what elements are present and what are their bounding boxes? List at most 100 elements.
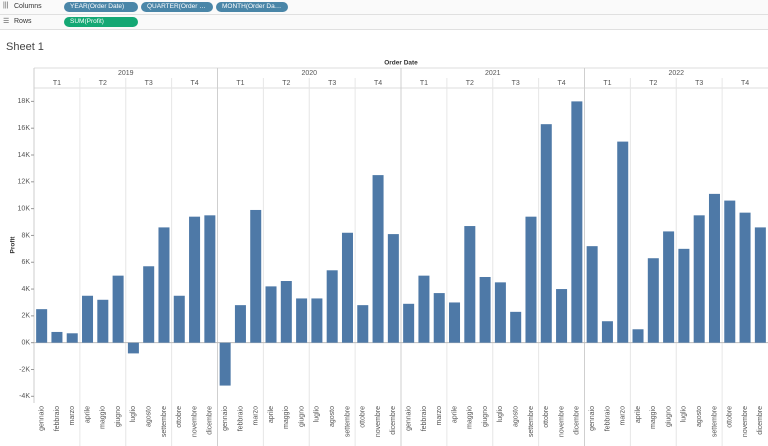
bar <box>693 215 705 343</box>
bar <box>617 141 629 343</box>
x-tick-label: settembre <box>344 406 351 437</box>
x-tick-label: giugno <box>482 406 489 427</box>
columns-shelf: ||| Columns YEAR(Order Date) QUARTER(Ord… <box>0 0 768 15</box>
bar <box>632 329 644 343</box>
pill[interactable]: SUM(Profit) <box>64 17 138 27</box>
x-tick-label: agosto <box>696 406 703 427</box>
x-tick-label: ottobre <box>727 406 734 428</box>
x-tick-label: gennaio <box>38 406 45 431</box>
x-tick-label: settembre <box>528 406 535 437</box>
bar <box>724 200 736 343</box>
bar <box>112 275 124 343</box>
x-tick-label: novembre <box>558 406 565 437</box>
quarter-label: T2 <box>99 80 107 87</box>
x-tick-label: novembre <box>191 406 198 437</box>
y-tick-label: -2K <box>19 366 30 373</box>
x-tick-label: maggio <box>283 406 290 429</box>
x-tick-label: agosto <box>329 406 336 427</box>
x-tick-label: dicembre <box>390 406 397 435</box>
y-tick-label: 12K <box>18 179 31 186</box>
x-tick-label: ottobre <box>360 406 367 428</box>
bar <box>403 303 415 343</box>
quarter-label: T4 <box>741 80 749 87</box>
y-tick-label: 2K <box>21 313 30 320</box>
x-tick-label: aprile <box>84 406 91 423</box>
bar <box>586 246 598 343</box>
bar <box>663 231 675 343</box>
year-label: 2021 <box>485 70 501 77</box>
bar <box>204 215 216 343</box>
sheet-title: Sheet 1 <box>6 41 44 53</box>
x-tick-label: giugno <box>115 406 122 427</box>
quarter-label: T3 <box>145 80 153 87</box>
x-tick-label: luglio <box>130 406 137 422</box>
bar <box>601 321 613 343</box>
rows-icon: ☰ <box>3 18 10 25</box>
bar <box>265 286 277 343</box>
bar <box>754 227 766 343</box>
y-tick-label: 4K <box>21 286 30 293</box>
x-tick-label: luglio <box>497 406 504 422</box>
columns-label: Columns <box>14 3 42 10</box>
bar <box>82 295 94 343</box>
bar <box>464 226 476 343</box>
rows-label: Rows <box>14 18 32 25</box>
bar <box>525 216 537 343</box>
bar <box>296 298 308 343</box>
pill[interactable]: YEAR(Order Date) <box>64 2 138 12</box>
x-tick-label: maggio <box>650 406 657 429</box>
bar <box>739 212 751 343</box>
y-tick-label: 6K <box>21 259 30 266</box>
x-tick-label: gennaio <box>405 406 412 431</box>
x-tick-label: aprile <box>451 406 458 423</box>
y-tick-label: -4K <box>19 393 30 400</box>
y-tick-label: 8K <box>21 232 30 239</box>
quarter-label: T1 <box>236 80 244 87</box>
bar <box>234 305 246 343</box>
bar <box>127 342 139 354</box>
bar <box>387 234 399 343</box>
x-tick-label: marzo <box>253 406 260 426</box>
quarter-label: T1 <box>603 80 611 87</box>
quarter-label: T4 <box>190 80 198 87</box>
bar <box>97 299 109 343</box>
columns-icon: ||| <box>3 2 9 9</box>
y-tick-label: 10K <box>18 205 31 212</box>
bar <box>311 298 323 343</box>
x-tick-label: ottobre <box>543 406 550 428</box>
x-tick-label: giugno <box>665 406 672 427</box>
bar <box>250 209 262 343</box>
quarter-label: T3 <box>512 80 520 87</box>
bar <box>280 281 292 343</box>
bar <box>219 342 231 386</box>
y-tick-label: 14K <box>18 152 31 159</box>
x-tick-label: agosto <box>146 406 153 427</box>
pill[interactable]: QUARTER(Order Date) <box>141 2 213 12</box>
bar <box>326 270 338 343</box>
bar <box>571 101 583 343</box>
quarter-label: T2 <box>649 80 657 87</box>
bar <box>143 266 155 343</box>
year-label: 2019 <box>118 70 134 77</box>
bar <box>36 309 48 343</box>
x-tick-label: febbraio <box>604 406 611 431</box>
x-tick-label: aprile <box>268 406 275 423</box>
bar <box>418 275 430 343</box>
quarter-label: T1 <box>420 80 428 87</box>
bar <box>708 193 720 343</box>
bar <box>494 282 506 343</box>
x-tick-label: novembre <box>375 406 382 437</box>
bar <box>372 175 384 343</box>
quarter-label: T2 <box>282 80 290 87</box>
x-tick-label: maggio <box>467 406 474 429</box>
x-tick-label: novembre <box>742 406 749 437</box>
pill[interactable]: MONTH(Order Date) <box>216 2 288 12</box>
quarter-label: T1 <box>53 80 61 87</box>
x-tick-label: settembre <box>161 406 168 437</box>
x-tick-label: febbraio <box>421 406 428 431</box>
x-tick-label: luglio <box>681 406 688 422</box>
x-tick-label: marzo <box>620 406 627 426</box>
quarter-label: T4 <box>374 80 382 87</box>
x-tick-label: febbraio <box>54 406 61 431</box>
year-label: 2020 <box>301 70 317 77</box>
